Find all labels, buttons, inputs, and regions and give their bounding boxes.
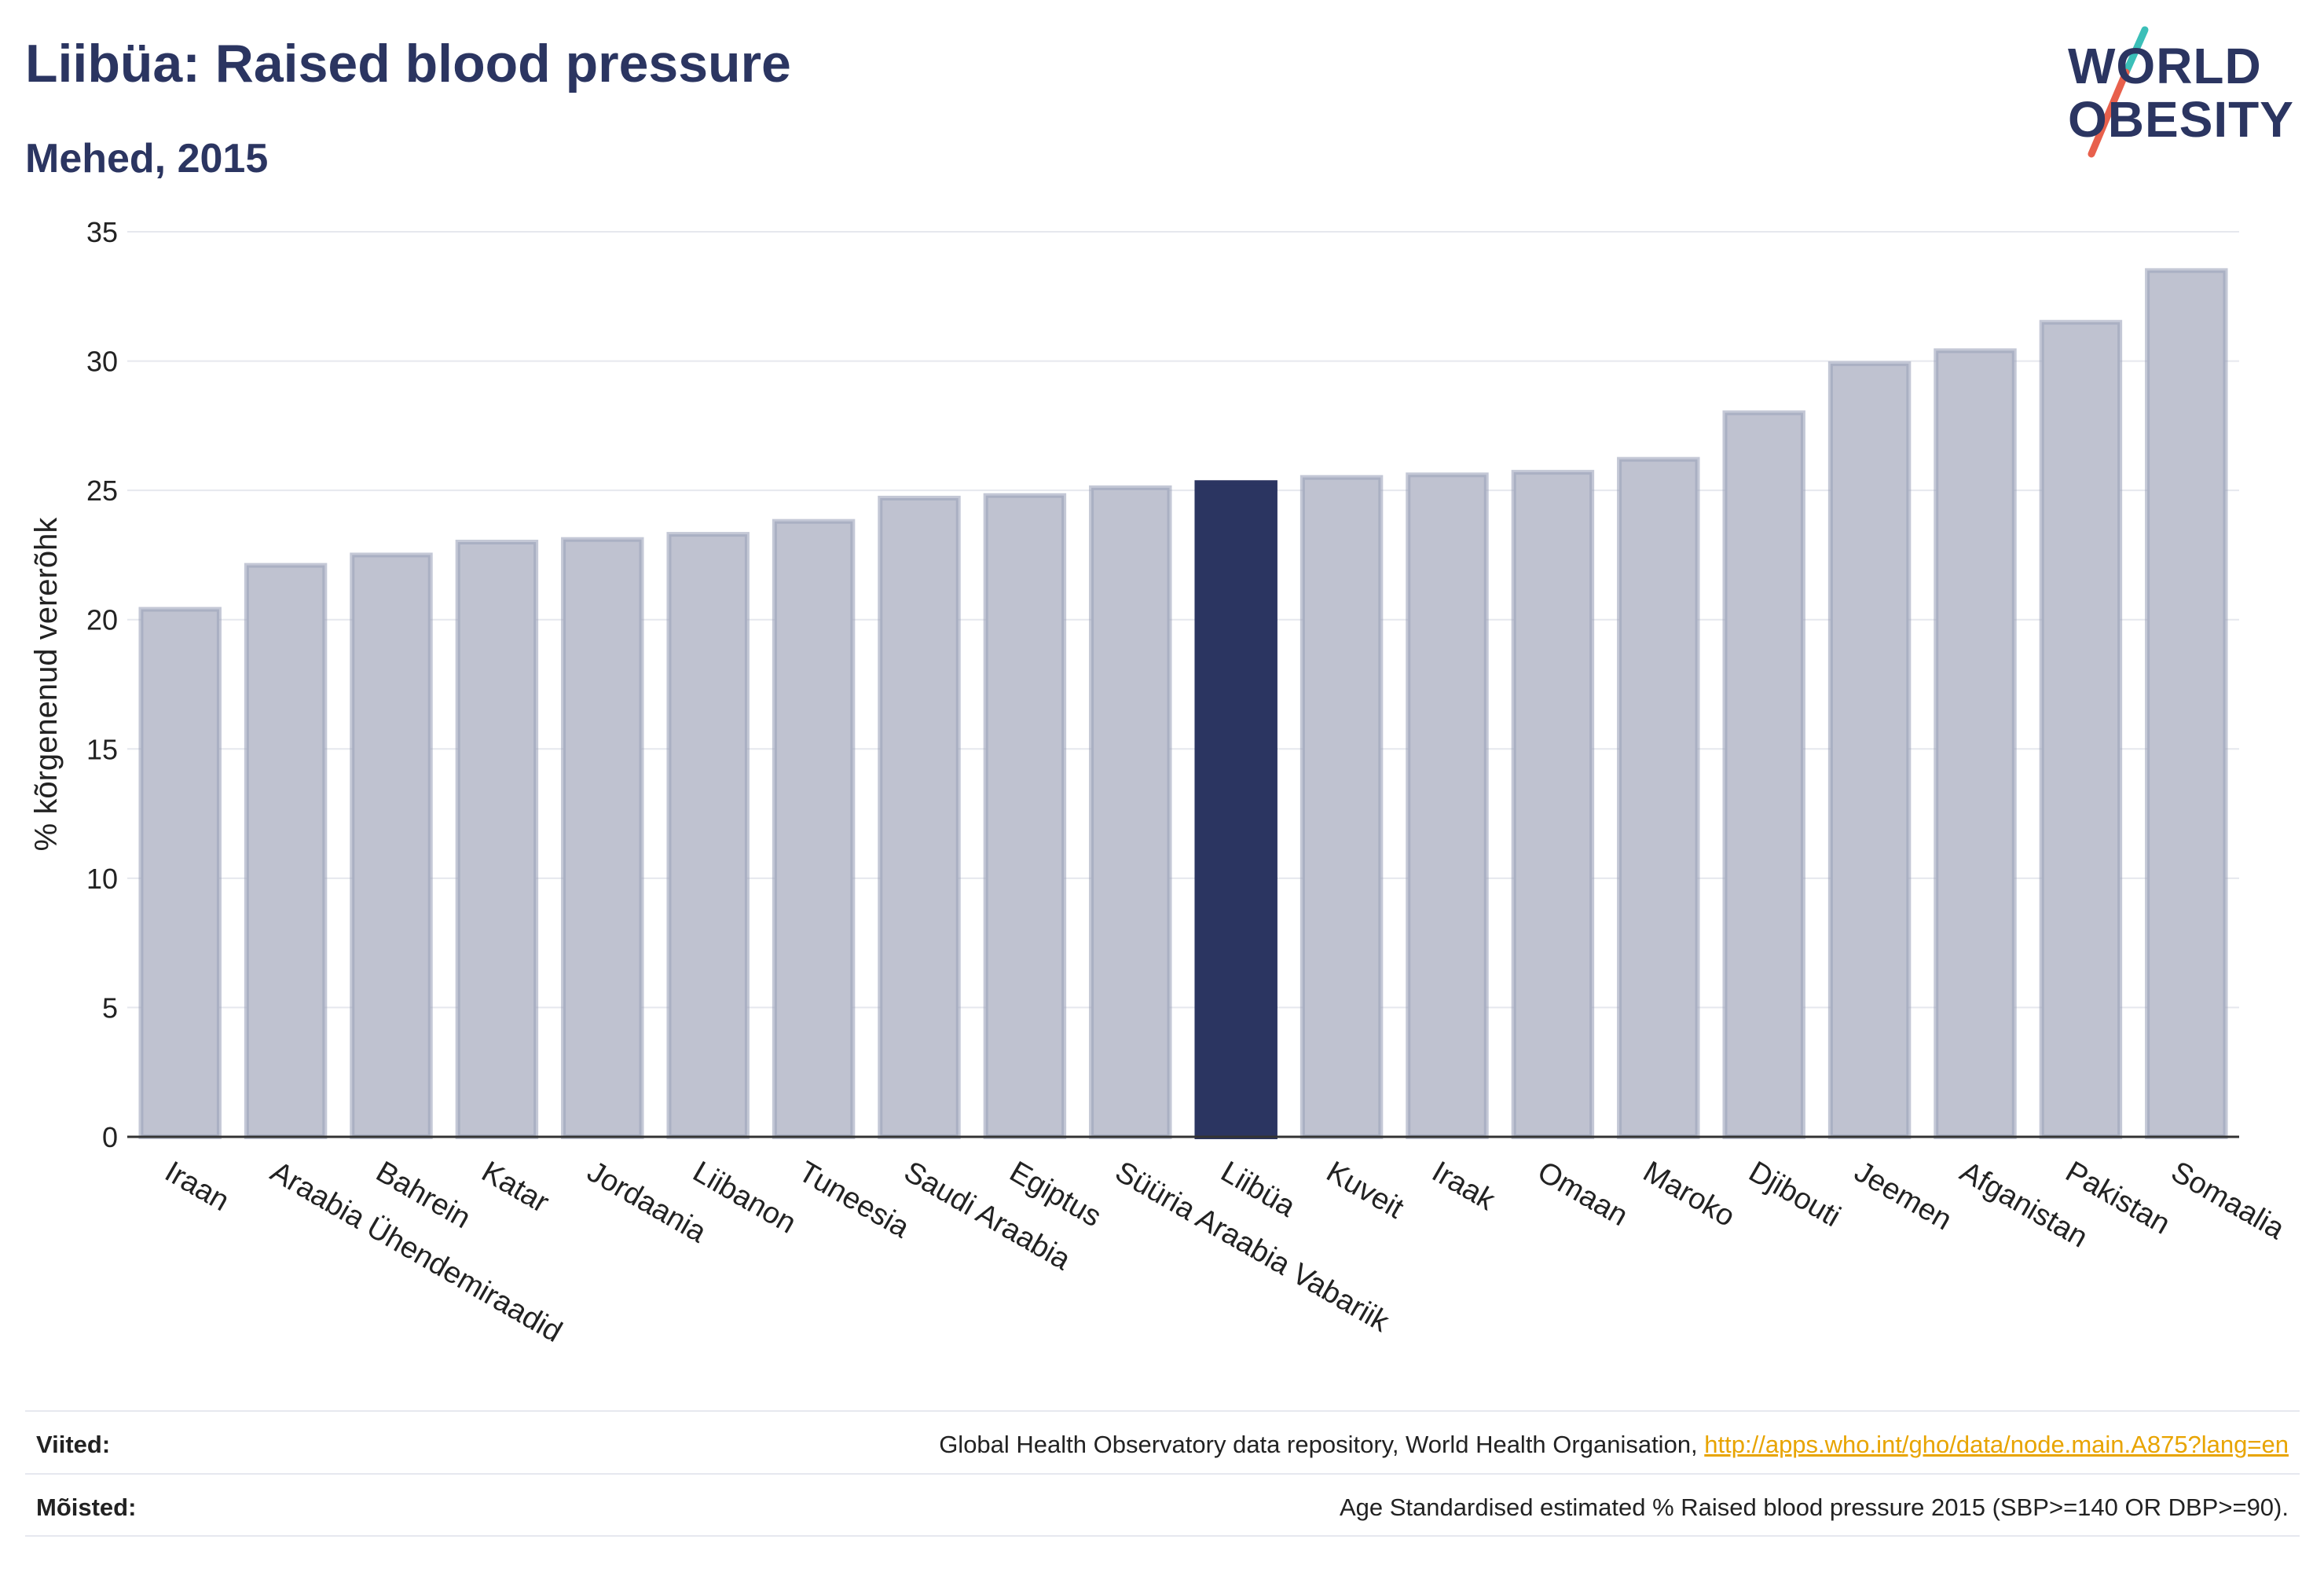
definitions-text: Age Standardised estimated % Raised bloo… <box>1339 1494 2289 1521</box>
x-tick-label: Tuneesia <box>793 1155 915 1244</box>
y-tick-label: 35 <box>86 216 118 248</box>
bar <box>350 552 433 1139</box>
x-tick-label: Jordaania <box>581 1155 712 1249</box>
chart-subtitle: Mehed, 2015 <box>25 136 269 181</box>
y-tick-label: 30 <box>86 346 118 378</box>
logo-line2: OBESITY <box>2068 91 2294 148</box>
definitions-row: Mõisted: Age Standardised estimated % Ra… <box>25 1473 2300 1538</box>
y-tick-label: 5 <box>102 991 118 1024</box>
bars <box>138 268 2228 1140</box>
bar <box>244 563 328 1139</box>
x-tick-label: Jeemen <box>1849 1155 1957 1237</box>
y-tick-label: 25 <box>86 475 118 507</box>
bar <box>1722 410 1805 1139</box>
chart-title: Liibüa: Raised blood pressure <box>25 34 791 93</box>
x-tick-label: Maroko <box>1637 1155 1740 1233</box>
bar <box>878 496 961 1139</box>
logo-line1: WORLD <box>2068 38 2262 94</box>
bar <box>1617 456 1700 1139</box>
y-tick-label: 20 <box>86 604 118 636</box>
logo-slash-icon <box>2088 26 2149 158</box>
definitions-label: Mõisted: <box>36 1494 137 1521</box>
sources-text: Global Health Observatory data repositor… <box>939 1431 1705 1458</box>
y-tick-label: 0 <box>102 1121 118 1153</box>
x-tick-label: Iraan <box>159 1155 235 1218</box>
bar <box>983 493 1067 1139</box>
bar-highlight <box>1194 480 1277 1139</box>
y-tick-label: 15 <box>86 733 118 765</box>
bar <box>2145 268 2228 1139</box>
bar-chart: 0 5 10 15 20 25 30 35 Iraan Araabia Ühendemiraad… <box>29 216 2291 1349</box>
bar <box>1511 470 1595 1139</box>
sources-link[interactable]: http://apps.who.int/gho/data/node.main.A… <box>1704 1431 2289 1458</box>
x-tick-label: Djibouti <box>1743 1155 1846 1233</box>
y-axis-label: % kõrgenenud vererõhk <box>29 517 64 852</box>
footer-divider <box>25 1535 2300 1537</box>
sources-row: Viited: Global Health Observatory data r… <box>25 1410 2300 1475</box>
bar <box>1827 361 1912 1139</box>
world-obesity-logo: WORLD OBESITY <box>2051 24 2310 165</box>
bar <box>561 537 644 1139</box>
x-tick-label: Iraak <box>1427 1155 1501 1217</box>
grid-lines <box>127 231 2239 1009</box>
x-tick-label: Somaalia <box>2165 1155 2290 1246</box>
bar <box>1089 485 1172 1139</box>
y-tick-label: 10 <box>86 863 118 895</box>
bar <box>1934 348 2017 1139</box>
sources-value: Global Health Observatory data repositor… <box>939 1431 2289 1459</box>
bar <box>1406 472 1489 1139</box>
bar <box>2039 320 2123 1140</box>
bar <box>772 519 856 1139</box>
bar <box>138 607 222 1139</box>
y-axis-ticks: 0 5 10 15 20 25 30 35 <box>86 216 118 1153</box>
bar <box>666 532 750 1139</box>
x-tick-label: Katar <box>476 1155 555 1219</box>
bar <box>455 539 539 1139</box>
x-tick-label: Omaan <box>1532 1155 1633 1233</box>
bar <box>1299 475 1384 1139</box>
x-tick-label: Kuveit <box>1321 1155 1409 1225</box>
sources-label: Viited: <box>36 1431 111 1458</box>
